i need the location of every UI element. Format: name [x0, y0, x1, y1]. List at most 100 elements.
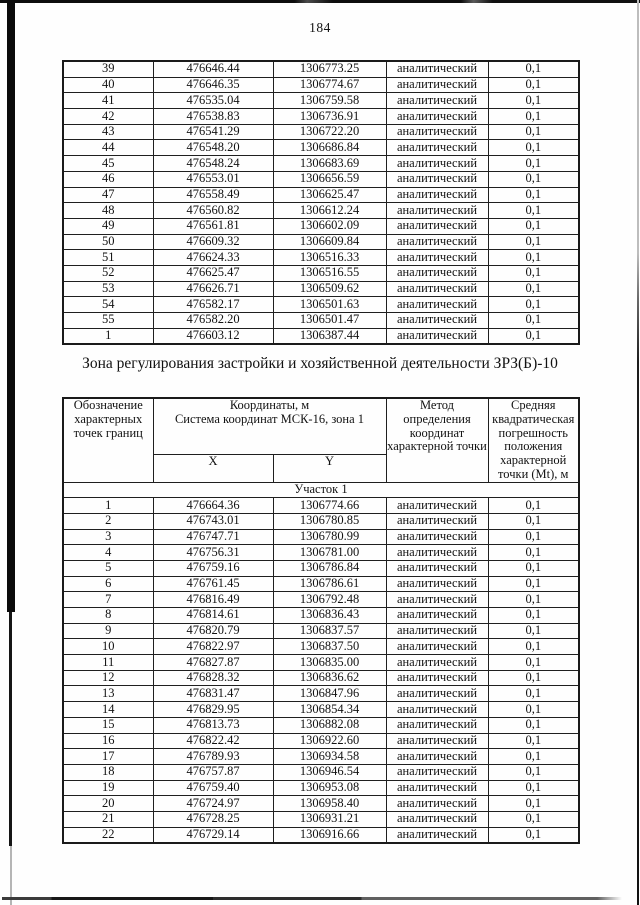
header-designation-cell: Обозначение характерных точек границ [62, 397, 154, 483]
table-header-row-1: Обозначение характерных точек границ Коо… [62, 397, 580, 483]
upper-table-row: 52 476625.47 1306516.55 аналитический 0,1 [62, 264, 580, 282]
method-cell: аналитический [385, 638, 489, 656]
mt-cell: 0,1 [487, 810, 580, 828]
point-number-cell: 51 [62, 249, 154, 266]
point-number-cell: 8 [62, 607, 154, 624]
method-cell: аналитический [385, 654, 489, 671]
mt-cell: 0,1 [487, 497, 580, 514]
y-coordinate-cell: 1306501.63 [272, 296, 387, 313]
y-coordinate-cell: 1306774.66 [272, 497, 387, 514]
y-coordinate-cell: 1306786.84 [272, 559, 387, 577]
zone-table-row: 15 476813.73 1306882.08 аналитический 0,1 [62, 716, 580, 734]
x-coordinate-cell: 476541.29 [152, 123, 274, 141]
mt-cell: 0,1 [487, 202, 580, 219]
zone-table-row: 12 476828.32 1306836.62 аналитический 0,1 [62, 669, 580, 687]
x-coordinate-cell: 476728.25 [152, 810, 274, 828]
x-coordinate-cell: 476582.17 [152, 296, 274, 313]
x-coordinate-cell: 476813.73 [152, 716, 274, 734]
point-number-cell: 1 [62, 327, 154, 345]
method-cell: аналитический [385, 312, 489, 329]
y-coordinate-cell: 1306922.60 [272, 732, 387, 750]
mt-cell: 0,1 [487, 217, 580, 235]
mt-cell: 0,1 [487, 732, 580, 750]
y-coordinate-cell: 1306722.20 [272, 123, 387, 141]
zone-section-title: Зона регулирования застройки и хозяйстве… [82, 355, 558, 372]
y-coordinate-cell: 1306516.33 [272, 249, 387, 266]
upper-table-row: 55 476582.20 1306501.47 аналитический 0,1 [62, 312, 580, 329]
zone-table-row: 18 476757.87 1306946.54 аналитический 0,1 [62, 763, 580, 781]
scan-artifact-bottom-line [2, 897, 622, 900]
header-method-cell: Метод определения координат характерной … [385, 397, 489, 483]
point-number-cell: 15 [62, 716, 154, 734]
x-coordinate-cell: 476757.87 [152, 763, 274, 781]
y-coordinate-cell: 1306958.40 [272, 795, 387, 812]
point-number-cell: 18 [62, 763, 154, 781]
header-coordinates-line2: Система координат МСК-16, зона 1 [174, 411, 365, 426]
x-coordinate-cell: 476724.97 [152, 795, 274, 812]
point-number-cell: 1 [62, 497, 154, 514]
method-cell: аналитический [385, 327, 489, 345]
subsection-row: Участок 1 [62, 481, 580, 499]
point-number-cell: 11 [62, 654, 154, 671]
x-coordinate-cell: 476609.32 [152, 233, 274, 251]
upper-table-row: 45 476548.24 1306683.69 аналитический 0,1 [62, 155, 580, 172]
y-coordinate-cell: 1306387.44 [272, 327, 387, 345]
x-coordinate-cell: 476646.44 [152, 60, 274, 78]
method-cell: аналитический [385, 186, 489, 204]
method-cell: аналитический [385, 280, 489, 298]
method-cell: аналитический [385, 716, 489, 734]
mt-cell: 0,1 [487, 591, 580, 608]
mt-cell: 0,1 [487, 123, 580, 141]
x-coordinate-cell: 476548.20 [152, 139, 274, 157]
method-cell: аналитический [385, 202, 489, 219]
point-number-cell: 21 [62, 810, 154, 828]
point-number-cell: 10 [62, 638, 154, 656]
point-number-cell: 40 [62, 76, 154, 94]
zone-table-row: 3 476747.71 1306780.99 аналитический 0,1 [62, 528, 580, 546]
x-coordinate-cell: 476553.01 [152, 170, 274, 188]
y-coordinate-cell: 1306837.57 [272, 622, 387, 640]
header-coordinates-line1: Координаты, м [229, 398, 310, 412]
y-coordinate-cell: 1306837.50 [272, 638, 387, 656]
header-coordinates-cell: Координаты, м Система координат МСК-16, … [152, 397, 387, 456]
point-number-cell: 42 [62, 108, 154, 125]
y-coordinate-cell: 1306836.43 [272, 607, 387, 624]
y-coordinate-cell: 1306916.66 [272, 826, 387, 844]
zone-table-row: 16 476822.42 1306922.60 аналитический 0,1 [62, 732, 580, 750]
upper-table-row: 53 476626.71 1306509.62 аналитический 0,1 [62, 280, 580, 298]
mt-cell: 0,1 [487, 779, 580, 797]
zone-table-row: 10 476822.97 1306837.50 аналитический 0,1 [62, 638, 580, 656]
point-number-cell: 17 [62, 748, 154, 765]
y-coordinate-cell: 1306516.55 [272, 264, 387, 282]
method-cell: аналитический [385, 60, 489, 78]
x-coordinate-cell: 476729.14 [152, 826, 274, 844]
mt-cell: 0,1 [487, 139, 580, 157]
x-coordinate-cell: 476626.71 [152, 280, 274, 298]
method-cell: аналитический [385, 76, 489, 94]
method-cell: аналитический [385, 233, 489, 251]
x-coordinate-cell: 476831.47 [152, 685, 274, 703]
point-number-cell: 41 [62, 92, 154, 110]
method-cell: аналитический [385, 732, 489, 750]
x-coordinate-cell: 476560.82 [152, 202, 274, 219]
x-coordinate-cell: 476759.16 [152, 559, 274, 577]
x-coordinate-cell: 476814.61 [152, 607, 274, 624]
x-coordinate-cell: 476747.71 [152, 528, 274, 546]
mt-cell: 0,1 [487, 748, 580, 765]
zone-table-row: 17 476789.93 1306934.58 аналитический 0,1 [62, 748, 580, 765]
method-cell: аналитический [385, 528, 489, 546]
x-coordinate-cell: 476816.49 [152, 591, 274, 608]
point-number-cell: 44 [62, 139, 154, 157]
mt-cell: 0,1 [487, 264, 580, 282]
point-number-cell: 55 [62, 312, 154, 329]
method-cell: аналитический [385, 497, 489, 514]
x-coordinate-cell: 476756.31 [152, 544, 274, 561]
x-coordinate-cell: 476582.20 [152, 312, 274, 329]
y-coordinate-cell: 1306847.96 [272, 685, 387, 703]
method-cell: аналитический [385, 763, 489, 781]
point-number-cell: 49 [62, 217, 154, 235]
zone-table-row: 5 476759.16 1306786.84 аналитический 0,1 [62, 559, 580, 577]
header-y-cell: Y [272, 454, 387, 483]
mt-cell: 0,1 [487, 280, 580, 298]
